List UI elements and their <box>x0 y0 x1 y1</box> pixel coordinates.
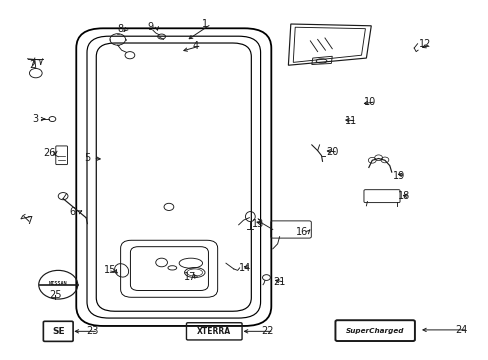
Text: XTERRA: XTERRA <box>197 327 231 336</box>
Text: 1: 1 <box>202 19 208 29</box>
Text: 11: 11 <box>344 116 356 126</box>
Text: 24: 24 <box>454 325 467 335</box>
Text: 8: 8 <box>117 24 123 35</box>
Text: 22: 22 <box>261 326 274 336</box>
Text: 2: 2 <box>29 60 36 70</box>
Text: 25: 25 <box>49 291 61 301</box>
Text: 23: 23 <box>86 326 99 336</box>
Text: 17: 17 <box>183 272 196 282</box>
Text: 6: 6 <box>70 207 76 217</box>
Text: 10: 10 <box>364 97 376 107</box>
Text: 15: 15 <box>104 265 116 275</box>
Text: 5: 5 <box>84 153 90 163</box>
Text: 3: 3 <box>33 114 39 124</box>
Text: 21: 21 <box>273 277 285 287</box>
Text: 12: 12 <box>418 40 430 49</box>
FancyArrowPatch shape <box>110 271 117 273</box>
Text: 26: 26 <box>43 148 56 158</box>
Text: 14: 14 <box>239 263 251 273</box>
Text: SuperCharged: SuperCharged <box>345 328 404 334</box>
Text: 20: 20 <box>325 147 338 157</box>
Text: 9: 9 <box>147 22 154 32</box>
Text: 4: 4 <box>192 41 199 50</box>
Text: 7: 7 <box>26 216 32 226</box>
Text: 13: 13 <box>251 219 264 229</box>
Text: 16: 16 <box>295 227 307 237</box>
Text: NISSAN: NISSAN <box>49 282 67 287</box>
Text: 19: 19 <box>393 171 405 181</box>
Text: 18: 18 <box>398 191 410 201</box>
Text: SE: SE <box>52 327 64 336</box>
